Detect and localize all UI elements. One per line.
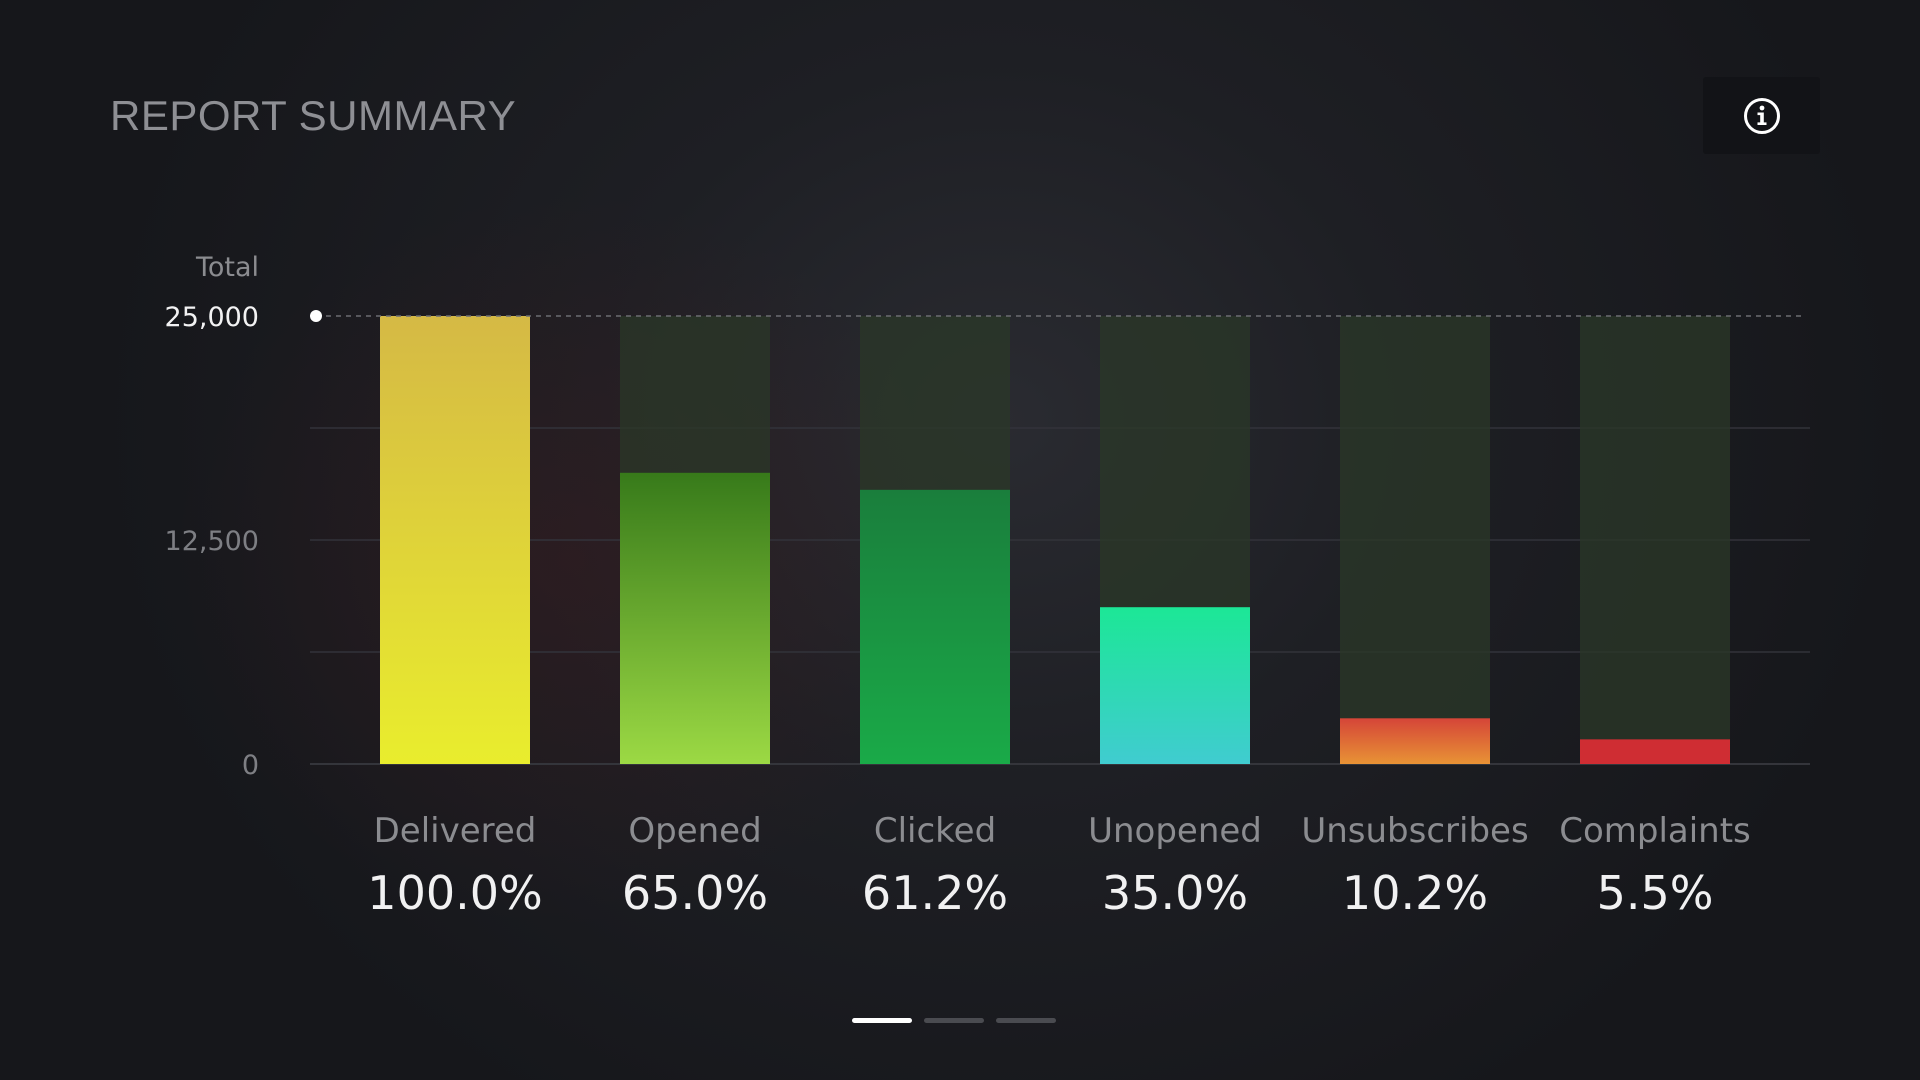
percent-label: 10.2%	[1342, 866, 1488, 920]
category-label: Unopened	[1088, 811, 1262, 851]
bar-unopened	[1100, 607, 1250, 764]
percent-label: 100.0%	[367, 866, 542, 920]
bar-unsubscribes	[1340, 718, 1490, 764]
y-tick-label: 25,000	[165, 302, 259, 333]
percent-label: 61.2%	[862, 866, 1008, 920]
category-label: Delivered	[374, 811, 537, 851]
page-title: REPORT SUMMARY	[110, 92, 517, 139]
page-indicator-dot[interactable]	[924, 1018, 984, 1023]
category-label: Unsubscribes	[1301, 811, 1528, 851]
info-button[interactable]	[1703, 77, 1820, 154]
percent-label: 65.0%	[622, 866, 768, 920]
category-label: Opened	[628, 811, 761, 851]
y-tick-label: 0	[242, 750, 259, 781]
page-indicator-dot[interactable]	[996, 1018, 1056, 1023]
info-circle-icon	[1744, 98, 1780, 134]
bar-clicked	[860, 489, 1010, 764]
bar-track	[1580, 316, 1730, 764]
bar-delivered	[380, 316, 530, 764]
max-reference-dot	[310, 310, 322, 322]
category-label: Complaints	[1559, 811, 1751, 851]
y-axis-label: Total	[195, 252, 259, 283]
y-tick-label: 12,500	[165, 526, 259, 557]
percent-label: 35.0%	[1102, 866, 1248, 920]
bar-opened	[620, 472, 770, 764]
percent-label: 5.5%	[1597, 866, 1714, 920]
page-indicator-dot[interactable]	[852, 1018, 912, 1023]
bar-track	[1340, 316, 1490, 764]
category-label: Clicked	[874, 811, 996, 851]
bar-complaints	[1580, 739, 1730, 764]
